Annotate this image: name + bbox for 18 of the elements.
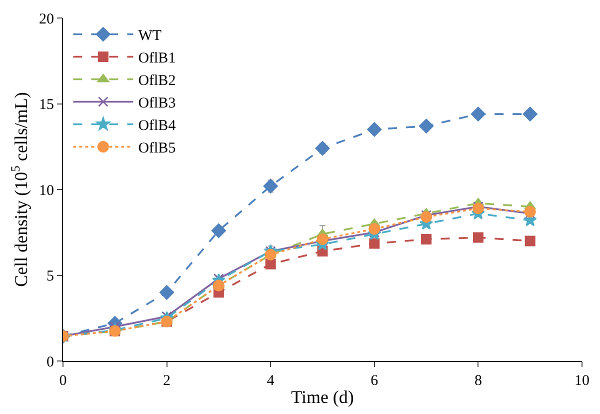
- x-tick-label: 6: [370, 373, 379, 389]
- y-tick-label: 5: [46, 268, 54, 284]
- legend-label: OflB3: [138, 96, 176, 112]
- legend-label: OflB2: [138, 73, 176, 90]
- y-tick-label: 10: [39, 182, 54, 199]
- x-tick-label: 0: [59, 373, 67, 389]
- legend-label: OflB4: [138, 118, 176, 134]
- x-axis-title: Time (d): [291, 387, 354, 408]
- y-tick-label: 20: [39, 11, 54, 28]
- x-tick-label: 8: [474, 373, 482, 389]
- legend-label: OflB5: [138, 140, 176, 157]
- x-tick-label: 10: [574, 373, 590, 389]
- x-tick-label: 2: [163, 373, 171, 389]
- y-tick-label: 15: [39, 97, 54, 113]
- legend-label: WT: [138, 28, 162, 44]
- y-tick-label: 0: [46, 354, 54, 370]
- legend-label: OflB1: [138, 50, 176, 67]
- x-tick-label: 4: [266, 373, 275, 389]
